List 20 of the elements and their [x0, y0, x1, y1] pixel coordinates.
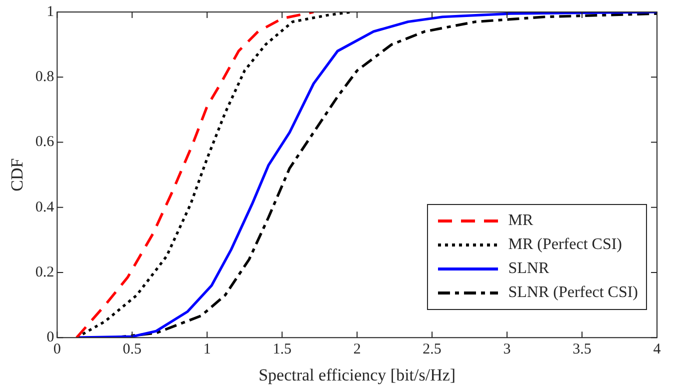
y-axis-title: CDF: [8, 158, 27, 192]
y-tick-label: 0.4: [35, 199, 55, 216]
y-tick-label: 0.6: [35, 134, 55, 150]
y-tick-label: 0: [46, 330, 54, 346]
x-tick-label: 3: [503, 342, 511, 358]
x-tick-label: 3.5: [572, 342, 592, 358]
x-axis-title: Spectral efficiency [bit/s/Hz]: [258, 365, 456, 384]
x-tick-label: 2: [353, 342, 361, 358]
x-tick-label: 0.5: [122, 342, 142, 358]
y-tick-label: 0.8: [35, 69, 54, 86]
x-tick-label: 2.5: [422, 342, 442, 358]
legend-label: SLNR (Perfect CSI): [508, 284, 638, 302]
x-tick-label: 1: [203, 342, 211, 358]
legend-label: SLNR: [508, 260, 550, 278]
y-tick-label: 1: [46, 4, 54, 20]
x-tick-label: 1.5: [272, 342, 292, 358]
x-tick-label: 4: [653, 342, 662, 358]
legend-label: MR: [508, 212, 534, 230]
y-tick-label: 0.2: [35, 264, 54, 280]
legend-label: MR (Perfect CSI): [508, 236, 622, 254]
